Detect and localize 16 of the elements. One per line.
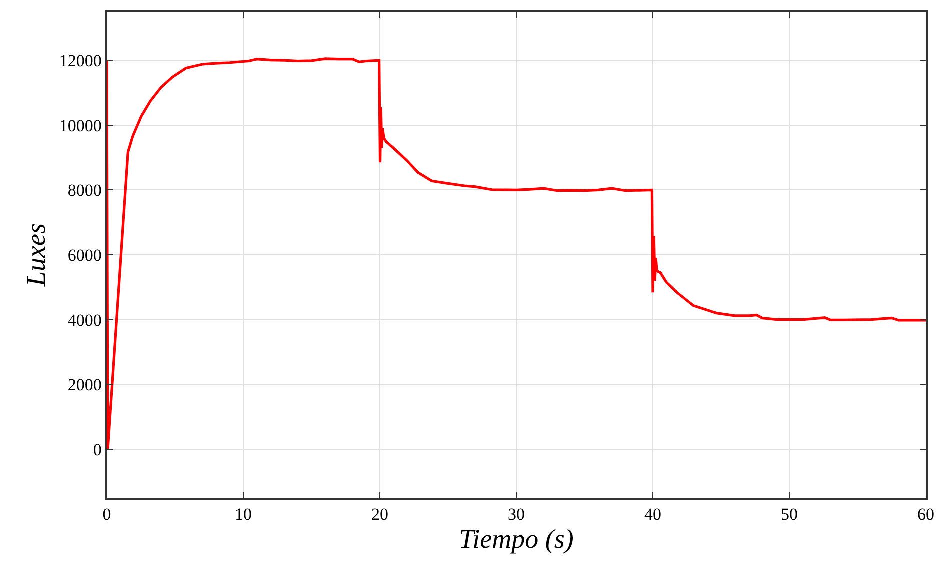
y-tick-label: 2000: [68, 376, 102, 395]
x-tick-label: 20: [372, 505, 388, 524]
y-tick-label: 8000: [68, 181, 102, 200]
x-tick-label: 30: [508, 505, 525, 524]
x-tick-label: 60: [918, 505, 934, 524]
x-tick-label: 10: [235, 505, 252, 524]
x-axis-title: Tiempo (s): [459, 524, 574, 554]
y-tick-label: 6000: [68, 246, 102, 265]
y-tick-label: 4000: [68, 310, 102, 330]
y-tick-label: 0: [93, 440, 102, 460]
x-tick-label: 40: [644, 505, 662, 524]
line-series: [107, 58, 926, 451]
y-tick-label: 12000: [59, 52, 102, 71]
y-tick-label: 10000: [59, 116, 102, 136]
x-tick-label: 50: [781, 505, 798, 524]
y-axis-title: Luxes: [20, 224, 51, 288]
